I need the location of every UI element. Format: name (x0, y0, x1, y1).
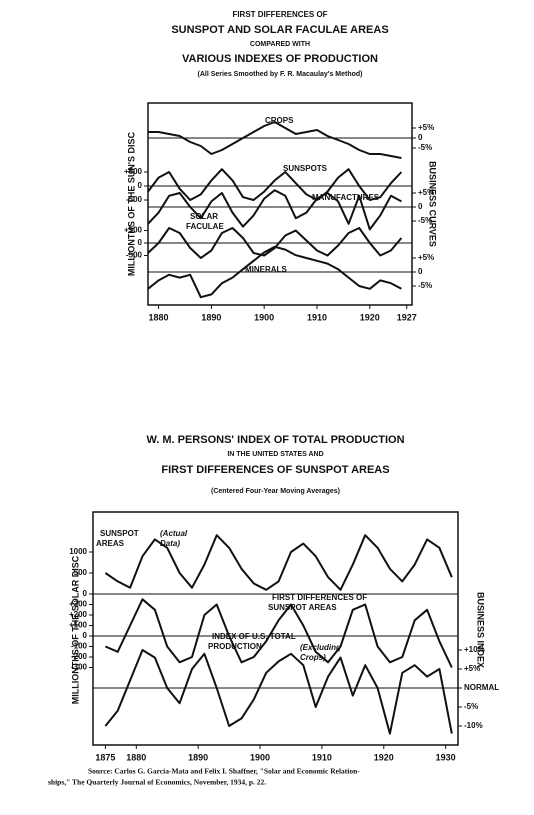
panel-label: SOLAR (190, 212, 218, 221)
panel-label: FACULAE (186, 222, 224, 231)
series-line (104, 534, 453, 591)
chart-title: (Centered Four-Year Moving Averages) (211, 488, 340, 495)
series-line (104, 649, 453, 735)
x-tick-label: 1930 (436, 752, 456, 762)
y-tick-label: -100 (71, 642, 88, 651)
y-tick-label: 0 (418, 202, 423, 211)
y2-axis-title: BUSINESS INDEX (476, 592, 486, 668)
y-tick-label: -500 (126, 195, 143, 204)
y-tick-label: -5% (418, 281, 432, 290)
x-tick-label: 1927 (397, 312, 417, 322)
y-tick-label: +200 (69, 610, 88, 619)
panel-label: FIRST DIFFERENCES OF (272, 593, 367, 602)
x-tick-label: 1910 (312, 752, 332, 762)
chart-title: COMPARED WITH (250, 41, 310, 48)
x-tick-label: 1920 (360, 312, 380, 322)
series-line (147, 227, 403, 259)
chart-title: FIRST DIFFERENCES OF (232, 10, 327, 19)
y-tick-label: 500 (74, 568, 88, 577)
panel-label: SUNSPOT (100, 529, 139, 538)
panel-label: MANUFACTURES (312, 193, 380, 202)
y-tick-label: -300 (71, 663, 88, 672)
panel-note: (Actual (160, 529, 188, 538)
panel-label: PRODUCTION (208, 642, 262, 651)
series-line (147, 189, 402, 231)
chart-title: SUNSPOT AND SOLAR FACULAE AREAS (171, 24, 388, 36)
series-line (147, 245, 402, 299)
y-axis-title: MILLIONTHS OF THE SUN'S DISC (126, 131, 136, 276)
y-axis-title: MILLIONTHS OF THE SOLAR DISC (70, 555, 80, 704)
y-tick-label: +100 (69, 621, 88, 630)
y-tick-label: 0 (138, 181, 143, 190)
x-tick-label: 1880 (149, 312, 169, 322)
y-tick-label: 1000 (69, 547, 87, 556)
y2-axis-title: BUSINESS CURVES (428, 161, 438, 247)
y-tick-label: +500 (124, 226, 143, 235)
y-tick-label: 0 (83, 631, 88, 640)
y-tick-label: NORMAL (464, 683, 499, 692)
y-tick-label: -200 (71, 652, 88, 661)
y-tick-label: +500 (124, 167, 143, 176)
chart-title: (All Series Smoothed by F. R. Macaulay's… (197, 71, 362, 78)
chart-title: IN THE UNITED STATES AND (227, 451, 323, 458)
source-note: ships," The Quarterly Journal of Economi… (48, 778, 266, 787)
plot-frame (92, 511, 459, 746)
y-tick-label: +5% (418, 188, 434, 197)
y-tick-label: +5% (418, 253, 434, 262)
panel-label: SUNSPOT AREAS (268, 603, 337, 612)
x-tick-label: 1920 (374, 752, 394, 762)
y-tick-label: +300 (69, 600, 88, 609)
y-tick-label: 0 (418, 267, 423, 276)
panel-label: CROPS (265, 116, 294, 125)
x-tick-label: 1910 (307, 312, 327, 322)
plot-frame (147, 102, 413, 306)
x-tick-label: 1900 (250, 752, 270, 762)
y-tick-label: -10% (464, 721, 483, 730)
chart-title: W. M. PERSONS' INDEX OF TOTAL PRODUCTION (146, 434, 404, 446)
x-tick-label: 1880 (126, 752, 146, 762)
y-tick-label: +5% (464, 664, 480, 673)
source-note: Source: Carlos G. Garcia-Mata and Felix … (88, 767, 360, 776)
y-tick-label: -5% (418, 143, 432, 152)
y-tick-label: 0 (138, 238, 143, 247)
series-line (147, 168, 403, 201)
y-tick-label: -5% (464, 702, 478, 711)
chart-title: VARIOUS INDEXES OF PRODUCTION (182, 53, 378, 65)
y-tick-label: 0 (418, 133, 423, 142)
panel-note: Crops) (300, 653, 326, 662)
x-tick-label: 1890 (188, 752, 208, 762)
y-tick-label: 0 (83, 589, 88, 598)
chart-title: FIRST DIFFERENCES OF SUNSPOT AREAS (161, 464, 389, 476)
series-line (105, 598, 453, 668)
x-tick-label: 1875 (95, 752, 115, 762)
panel-label: AREAS (96, 539, 125, 548)
panel-label: INDEX OF U.S. TOTAL (212, 632, 296, 641)
panel-note: (Excluding (300, 643, 341, 652)
x-tick-label: 1900 (254, 312, 274, 322)
y-tick-label: +10% (464, 645, 485, 654)
x-tick-label: 1890 (201, 312, 221, 322)
y-tick-label: -500 (126, 251, 143, 260)
series-line (148, 121, 402, 159)
y-tick-label: +5% (418, 123, 434, 132)
y-tick-label: -5% (418, 216, 432, 225)
panel-label: MINERALS (245, 265, 287, 274)
panel-note: Data) (160, 539, 180, 548)
panel-label: SUNSPOTS (283, 164, 328, 173)
